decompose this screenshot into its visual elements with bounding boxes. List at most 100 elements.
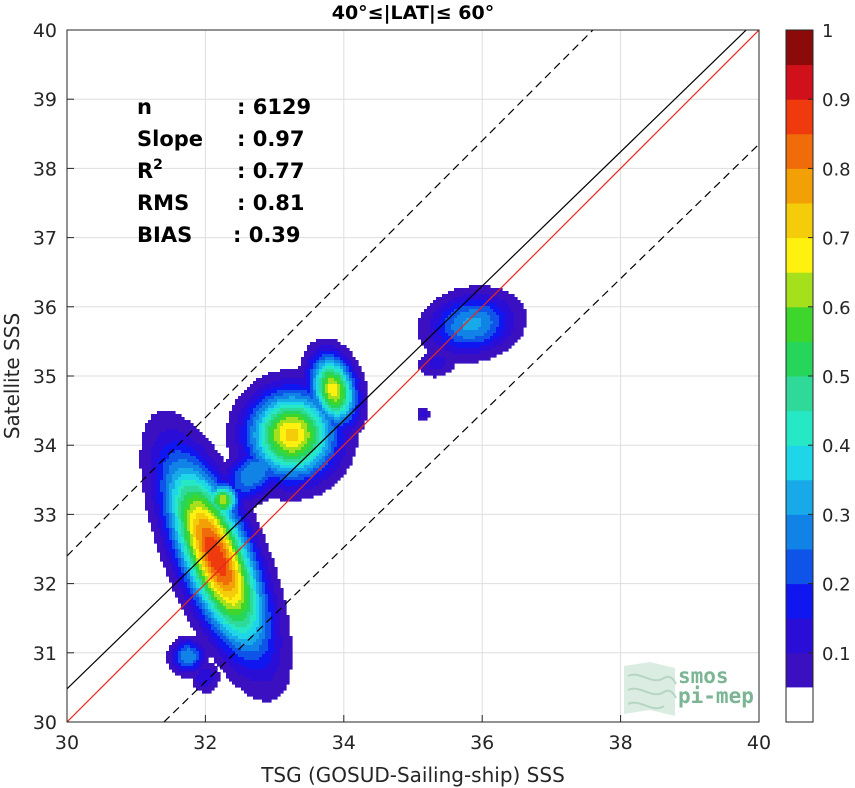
contour-cell — [325, 408, 329, 412]
contour-cell — [316, 441, 320, 445]
contour-cell — [220, 573, 227, 577]
contour-cell — [202, 627, 209, 631]
contour-cell — [262, 438, 266, 442]
contour-cell — [193, 438, 209, 442]
contour-cell — [274, 432, 281, 436]
contour-cell — [229, 420, 239, 424]
contour-cell — [274, 636, 284, 640]
contour-cell — [199, 579, 203, 583]
contour-cell — [484, 333, 494, 337]
contour-cell — [268, 405, 275, 409]
contour-cell — [235, 528, 239, 532]
contour-cell — [226, 489, 230, 493]
contour-cell — [280, 435, 287, 439]
contour-cell — [208, 603, 212, 607]
contour-cell — [238, 630, 248, 634]
contour-cell — [325, 441, 329, 445]
contour-cell — [172, 492, 179, 496]
contour-cell — [244, 420, 248, 424]
contour-cell — [160, 504, 164, 508]
contour-cell — [496, 330, 503, 334]
contour-cell — [232, 537, 236, 541]
contour-cell — [274, 588, 284, 592]
colorbar-band — [786, 583, 813, 619]
contour-cell — [319, 378, 323, 382]
contour-cell — [241, 513, 248, 517]
contour-cell — [199, 681, 212, 685]
contour-cell — [256, 591, 260, 595]
contour-cell — [280, 426, 302, 430]
contour-cell — [310, 369, 314, 373]
contour-cell — [256, 618, 260, 622]
contour-cell — [232, 408, 242, 412]
contour-cell — [310, 363, 314, 367]
contour-cell — [331, 393, 338, 397]
contour-cell — [178, 468, 194, 472]
contour-cell — [331, 402, 341, 406]
contour-cell — [256, 588, 260, 592]
contour-cell — [184, 573, 188, 577]
contour-cell — [277, 456, 284, 460]
contour-cell — [442, 303, 455, 307]
contour-cell — [340, 447, 347, 451]
contour-cell — [499, 306, 512, 310]
contour-cell — [235, 660, 272, 664]
contour-cell — [259, 618, 263, 622]
contour-cell — [262, 420, 266, 424]
contour-cell — [325, 357, 335, 361]
contour-cell — [232, 486, 236, 490]
contour-cell — [193, 570, 197, 574]
y-axis-label: Satellite SSS — [0, 313, 24, 439]
contour-cell — [157, 549, 167, 553]
contour-cell — [268, 567, 278, 571]
contour-cell — [148, 510, 155, 514]
contour-cell — [250, 609, 254, 613]
contour-cell — [310, 453, 317, 457]
contour-cell — [262, 435, 266, 439]
contour-cell — [181, 576, 185, 580]
contour-cell — [256, 531, 263, 535]
contour-cell — [247, 522, 251, 526]
contour-cell — [250, 438, 257, 442]
contour-cell — [490, 324, 500, 328]
contour-cell — [253, 483, 263, 487]
contour-cell — [346, 393, 350, 397]
contour-cell — [172, 552, 176, 556]
contour-cell — [268, 447, 272, 451]
contour-cell — [250, 519, 257, 523]
contour-cell — [202, 651, 206, 655]
contour-cell — [169, 558, 173, 562]
contour-cell — [265, 570, 269, 574]
contour-cell — [220, 465, 230, 469]
contour-cell — [322, 468, 329, 472]
contour-cell — [244, 516, 248, 520]
contour-cell — [325, 378, 329, 382]
contour-cell — [262, 609, 266, 613]
contour-cell — [280, 462, 305, 466]
contour-cell — [274, 441, 278, 445]
contour-cell — [280, 450, 290, 454]
contour-cell — [139, 453, 152, 457]
contour-cell — [181, 450, 197, 454]
contour-cell — [145, 498, 152, 502]
contour-cell — [358, 396, 362, 400]
y-tick-label: 39 — [33, 89, 57, 111]
contour-cell — [175, 645, 179, 649]
contour-cell — [238, 444, 245, 448]
contour-cell — [205, 603, 209, 607]
contour-cell — [205, 555, 209, 559]
contour-cell — [244, 525, 248, 529]
contour-cell — [175, 591, 182, 595]
contour-cell — [325, 465, 332, 469]
contour-cell — [187, 585, 191, 589]
contour-cell — [229, 534, 233, 538]
contour-cell — [190, 534, 194, 538]
contour-cell — [193, 519, 200, 523]
contour-cell — [277, 597, 284, 601]
contour-cell — [331, 441, 338, 445]
contour-cell — [157, 495, 164, 499]
contour-cell — [253, 612, 257, 616]
contour-cell — [211, 618, 215, 622]
contour-cell — [268, 441, 275, 445]
colorbar-band — [786, 549, 813, 585]
